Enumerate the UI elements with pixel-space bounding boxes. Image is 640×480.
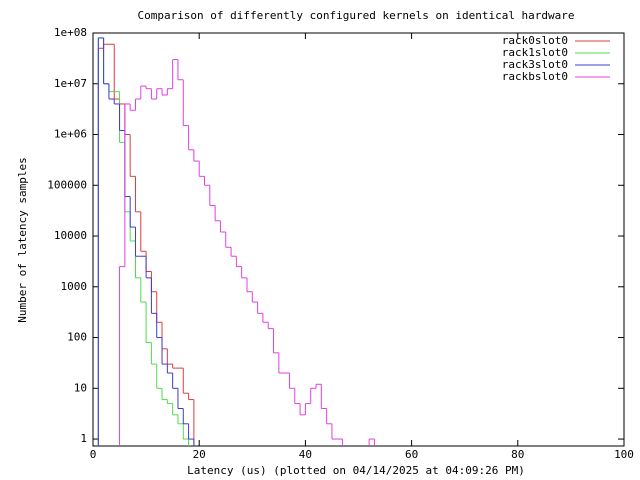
x-tick-label: 60 xyxy=(405,448,418,461)
y-tick-label: 1 xyxy=(80,432,87,445)
x-tick-label: 20 xyxy=(193,448,206,461)
x-tick-label: 100 xyxy=(614,448,634,461)
plot-border xyxy=(92,32,625,447)
y-tick-label: 100 xyxy=(67,331,87,344)
y-tick-label: 1e+07 xyxy=(54,77,87,90)
y-tick-label: 1000 xyxy=(61,280,88,293)
chart-title: Comparison of differently configured ker… xyxy=(137,9,574,22)
legend-label: rack1slot0 xyxy=(502,46,568,59)
legend-label: rack3slot0 xyxy=(502,58,568,71)
y-tick-label: 10000 xyxy=(54,229,87,242)
x-axis-label: Latency (us) (plotted on 04/14/2025 at 0… xyxy=(187,464,525,477)
y-tick-label: 10 xyxy=(74,381,87,394)
y-axis-label: Number of latency samples xyxy=(16,157,29,323)
y-tick-label: 1e+08 xyxy=(54,26,87,39)
y-tick-label: 100000 xyxy=(47,178,87,191)
legend-label: rackbslot0 xyxy=(502,70,568,83)
legend-label: rack0slot0 xyxy=(502,34,568,47)
x-tick-label: 0 xyxy=(90,448,97,461)
x-tick-label: 40 xyxy=(299,448,312,461)
x-tick-label: 80 xyxy=(511,448,524,461)
y-tick-label: 1e+06 xyxy=(54,128,87,141)
